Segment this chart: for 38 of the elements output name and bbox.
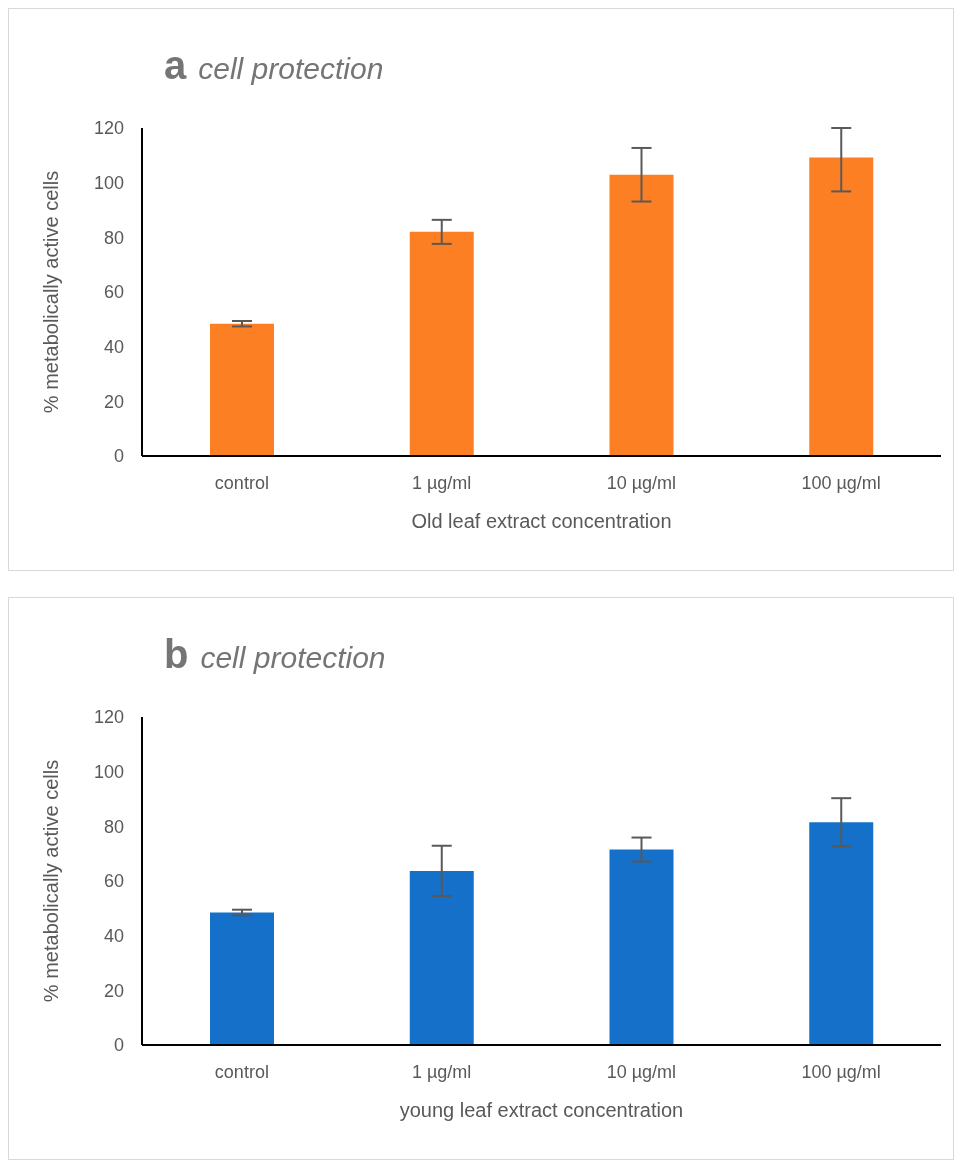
x-tick-label: 10 µg/ml [606,472,677,493]
bar [809,157,874,456]
y-tick-label: 20 [103,391,124,412]
y-tick-label: 120 [93,118,124,139]
bar [409,870,474,1045]
chart-subtitle: cell protection [200,641,386,674]
x-axis-title: young leaf extract concentration [399,1099,684,1121]
x-tick-label: 10 µg/ml [606,1061,677,1082]
y-axis-title: % metabolically active cells [40,170,63,414]
chart-title: a [164,43,187,87]
x-tick-label: control [214,472,269,493]
y-tick-label: 80 [103,227,124,248]
bar [609,174,674,456]
x-tick-label: control [214,1061,269,1082]
bar [210,912,274,1045]
y-tick-label: 0 [113,1035,124,1056]
x-axis-title: Old leaf extract concentration [411,510,672,532]
x-tick-label: 100 µg/ml [801,1061,881,1082]
y-tick-label: 0 [113,446,124,467]
x-tick-label: 1 µg/ml [411,472,472,493]
y-tick-label: 80 [103,816,124,837]
y-tick-label: 100 [93,173,124,194]
y-axis-title: % metabolically active cells [40,759,63,1003]
bar [609,849,674,1045]
x-tick-label: 100 µg/ml [801,472,881,493]
y-tick-label: 60 [103,282,124,303]
x-tick-label: 1 µg/ml [411,1061,472,1082]
y-tick-label: 40 [103,926,124,947]
y-tick-label: 100 [93,762,124,783]
y-tick-label: 40 [103,337,124,358]
bar [809,822,874,1045]
bar [210,323,274,456]
chart-title: b [164,632,189,676]
chart-subtitle: cell protection [198,52,384,85]
y-tick-label: 120 [93,707,124,728]
bar [409,231,474,456]
y-tick-label: 20 [103,980,124,1001]
y-tick-label: 60 [103,871,124,892]
